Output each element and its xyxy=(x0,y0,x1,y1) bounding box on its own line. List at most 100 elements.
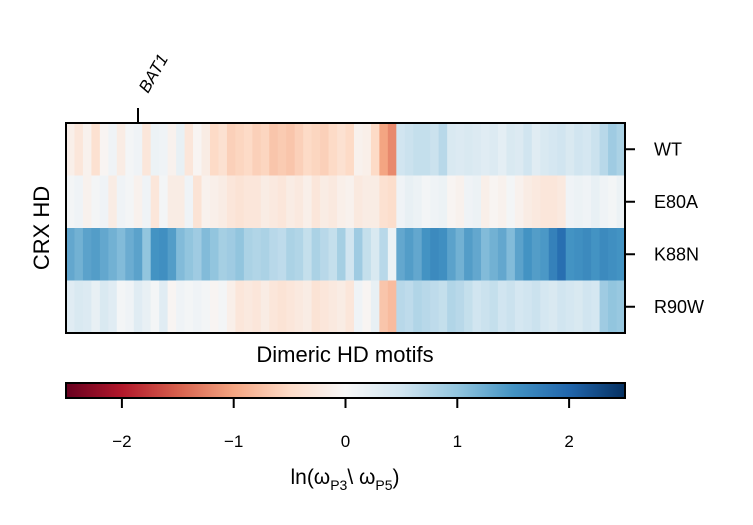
heatmap-cell xyxy=(455,228,465,281)
heatmap-cell xyxy=(362,175,372,229)
heatmap-cell xyxy=(557,175,567,229)
heatmap-cell xyxy=(565,175,575,229)
colorbar-label-mid: \ ω xyxy=(347,466,375,489)
heatmap-cell xyxy=(235,228,245,281)
heatmap-cell xyxy=(599,228,609,281)
heatmap-cell xyxy=(209,123,220,176)
heatmap-cell xyxy=(421,123,431,176)
heatmap-cell xyxy=(269,123,279,176)
heatmap-cell xyxy=(404,123,414,176)
heatmap-cell xyxy=(616,228,626,281)
heatmap-cell xyxy=(421,228,431,281)
heatmap-cell xyxy=(184,228,194,281)
heatmap-cell xyxy=(99,175,109,229)
heatmap-cell xyxy=(497,123,508,176)
heatmap-cell xyxy=(421,280,431,334)
heatmap-cell xyxy=(396,123,406,176)
heatmap-cell xyxy=(150,175,160,229)
heatmap-cell xyxy=(201,175,211,229)
heatmap-cell xyxy=(430,280,440,334)
heatmap-cell xyxy=(557,280,567,334)
heatmap-cell xyxy=(176,123,186,176)
heatmap-cell xyxy=(74,123,84,176)
heatmap-cell xyxy=(370,228,380,281)
heatmap-cell xyxy=(404,280,414,334)
heatmap-cell xyxy=(362,280,372,334)
heatmap-cell xyxy=(193,280,203,334)
row-labels: WT E80A K88N R90W xyxy=(625,139,704,317)
heatmap-cell xyxy=(557,228,567,281)
heatmap-cell xyxy=(167,175,177,229)
heatmap-cell xyxy=(582,175,592,229)
heatmap-cell xyxy=(353,228,364,281)
heatmap-cell xyxy=(108,175,118,229)
heatmap-cell xyxy=(142,123,152,176)
heatmap-cell xyxy=(82,123,93,176)
heatmap-cell xyxy=(243,228,253,281)
heatmap-cell xyxy=(167,280,177,334)
heatmap-cell xyxy=(66,228,76,281)
heatmap-cell xyxy=(243,123,253,176)
heatmap-cell xyxy=(201,228,211,281)
heatmap-cell xyxy=(133,228,143,281)
heatmap-cell xyxy=(455,123,465,176)
heatmap-cell xyxy=(430,123,440,176)
heatmap-cell xyxy=(404,175,414,229)
heatmap-cell xyxy=(455,280,465,334)
heatmap-cell xyxy=(303,175,313,229)
heatmap-cell xyxy=(311,175,321,229)
row-label: WT xyxy=(654,139,682,159)
heatmap-cell xyxy=(379,123,389,176)
heatmap-cell xyxy=(489,228,499,281)
heatmap-cell xyxy=(320,280,330,334)
heatmap-cell xyxy=(396,228,406,281)
heatmap-cell xyxy=(540,123,550,176)
heatmap-cell xyxy=(294,228,304,281)
heatmap-cell xyxy=(125,280,135,334)
heatmap-cell xyxy=(311,123,321,176)
heatmap-cell xyxy=(514,280,524,334)
heatmap-cell xyxy=(142,228,152,281)
heatmap-cell xyxy=(226,123,236,176)
heatmap-cell xyxy=(303,280,313,334)
heatmap-cell xyxy=(218,123,228,176)
heatmap-cell xyxy=(311,280,321,334)
top-annotation-label: BAT1 xyxy=(135,51,172,96)
heatmap-cell xyxy=(320,123,330,176)
heatmap-cell xyxy=(353,280,364,334)
heatmap-cell xyxy=(387,280,397,334)
row-label: R90W xyxy=(654,297,704,317)
heatmap-cell xyxy=(574,228,584,281)
heatmap-cell xyxy=(150,280,160,334)
heatmap-cell xyxy=(167,123,177,176)
heatmap-cell xyxy=(523,280,533,334)
heatmap-cell xyxy=(599,123,609,176)
row-label: E80A xyxy=(654,192,698,212)
x-axis-label: Dimeric HD motifs xyxy=(256,342,433,367)
heatmap-cell xyxy=(125,228,135,281)
heatmap-cell xyxy=(481,228,491,281)
heatmap-cell xyxy=(574,175,584,229)
heatmap-cell xyxy=(277,123,287,176)
heatmap-cell xyxy=(608,280,618,334)
heatmap-cell xyxy=(184,280,194,334)
heatmap-cell xyxy=(447,280,457,334)
colorbar-tick-label: 1 xyxy=(453,432,462,451)
heatmap-cell xyxy=(506,123,516,176)
heatmap-cell xyxy=(286,280,296,334)
heatmap-cell xyxy=(481,280,491,334)
heatmap-cell xyxy=(159,123,169,176)
heatmap-cell xyxy=(66,175,76,229)
heatmap-cell xyxy=(497,175,508,229)
heatmap-cell xyxy=(337,175,347,229)
heatmap-cell xyxy=(481,123,491,176)
heatmap-cell xyxy=(345,123,355,176)
colorbar-label: ln(ωP3\ ωP5) xyxy=(290,466,399,493)
heatmap-cell xyxy=(116,280,126,334)
heatmap-cell xyxy=(294,175,304,229)
heatmap-cell xyxy=(260,175,270,229)
heatmap-cell xyxy=(201,123,211,176)
heatmap-cell xyxy=(548,175,558,229)
heatmap-cell xyxy=(159,228,169,281)
heatmap-cell xyxy=(328,228,338,281)
